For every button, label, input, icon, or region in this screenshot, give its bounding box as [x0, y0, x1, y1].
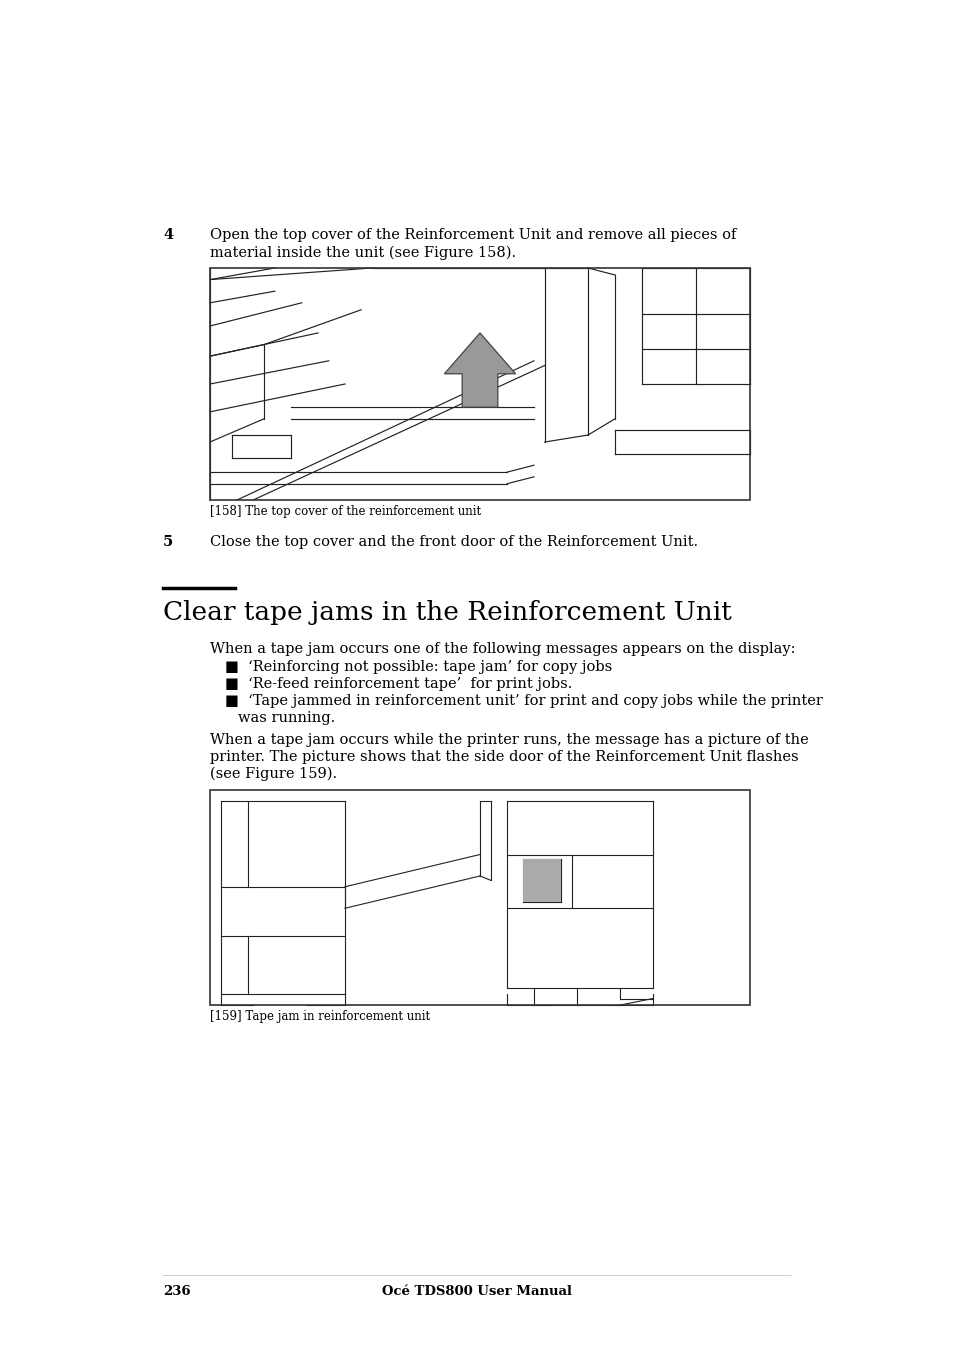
Bar [210, 790, 749, 1005]
Text: Open the top cover of the Reinforcement Unit and remove all pieces of: Open the top cover of the Reinforcement … [210, 228, 736, 242]
Text: 5: 5 [163, 535, 173, 549]
Text: 236: 236 [163, 1285, 191, 1298]
Text: 4: 4 [163, 228, 172, 242]
Text: printer. The picture shows that the side door of the Reinforcement Unit flashes: printer. The picture shows that the side… [210, 750, 798, 765]
Bar [522, 859, 560, 902]
Text: When a tape jam occurs while the printer runs, the message has a picture of the: When a tape jam occurs while the printer… [210, 734, 808, 747]
Bar [210, 267, 749, 500]
Text: ■  ‘Tape jammed in reinforcement unit’ for print and copy jobs while the printer: ■ ‘Tape jammed in reinforcement unit’ fo… [225, 694, 822, 708]
Text: was running.: was running. [237, 711, 335, 725]
Text: When a tape jam occurs one of the following messages appears on the display:: When a tape jam occurs one of the follow… [210, 642, 795, 657]
Text: Clear tape jams in the Reinforcement Unit: Clear tape jams in the Reinforcement Uni… [163, 600, 731, 626]
Text: [158] The top cover of the reinforcement unit: [158] The top cover of the reinforcement… [210, 505, 480, 517]
Bar [210, 267, 749, 500]
Text: ■  ‘Reinforcing not possible: tape jam’ for copy jobs: ■ ‘Reinforcing not possible: tape jam’ f… [225, 661, 612, 674]
Text: [159] Tape jam in reinforcement unit: [159] Tape jam in reinforcement unit [210, 1011, 430, 1023]
Text: ■  ‘Re-feed reinforcement tape’  for print jobs.: ■ ‘Re-feed reinforcement tape’ for print… [225, 677, 572, 690]
Text: (see Figure 159).: (see Figure 159). [210, 767, 336, 781]
Text: Océ TDS800 User Manual: Océ TDS800 User Manual [381, 1285, 572, 1298]
Text: material inside the unit (see Figure 158).: material inside the unit (see Figure 158… [210, 246, 516, 261]
Polygon shape [444, 332, 516, 407]
Bar [210, 790, 749, 1005]
Text: Close the top cover and the front door of the Reinforcement Unit.: Close the top cover and the front door o… [210, 535, 698, 549]
